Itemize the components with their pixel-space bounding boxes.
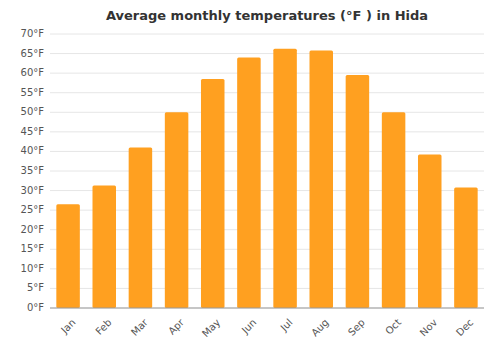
bars [56,49,477,308]
y-tick-label: 10°F [21,263,45,274]
y-tick-label: 30°F [21,185,45,196]
x-tick-label: Aug [309,317,331,339]
bar [273,49,297,308]
grid-line [50,53,484,54]
chart: Average monthly temperatures (°F ) in Hi… [0,0,500,350]
bar [382,112,406,308]
x-tick-label: Oct [383,317,403,337]
grid-line [50,92,484,93]
x-tick-label: Feb [93,317,113,337]
x-tick-label: Jun [239,317,259,337]
y-tick-label: 40°F [21,145,45,156]
x-tick-label: May [200,317,222,339]
y-tick-label: 25°F [21,204,45,215]
grid-line [50,73,484,74]
bar [454,187,478,308]
x-tick-label: Mar [129,316,151,338]
x-tick-label: Apr [166,316,187,337]
y-tick-label: 5°F [27,282,44,293]
grid-line [50,112,484,113]
x-tick-label: Dec [454,317,475,338]
page: {"chart_data": {"type": "bar", "title": … [0,0,500,350]
y-tick-label: 55°F [21,87,45,98]
bar [129,148,153,308]
grid-line [50,131,484,132]
grid [50,34,484,308]
y-tick-label: 65°F [21,48,45,59]
bar [309,50,333,308]
y-tick-label: 70°F [21,28,45,39]
y-tick-label: 0°F [27,302,44,313]
grid-line [50,308,484,309]
y-axis: 0°F 5°F 10°F 15°F 20°F 25°F 30°F 35°F 40°F 45°F 50… [21,28,45,313]
bar [201,79,225,308]
y-tick-label: 35°F [21,165,45,176]
y-tick-label: 50°F [21,106,45,117]
bar [56,204,80,308]
bar [418,155,442,308]
grid-line [50,34,484,35]
x-tick-label: Nov [418,317,440,339]
y-tick-label: 20°F [21,224,45,235]
x-tick-label: Sep [346,317,367,338]
x-axis-line [50,308,484,309]
y-tick-label: 15°F [21,243,45,254]
bar [237,57,261,308]
y-tick-label: 45°F [21,126,45,137]
y-tick-label: 60°F [21,67,45,78]
bar [165,112,189,308]
grid-line [50,151,484,152]
x-axis: Jan Feb Mar Apr May Jun Jul Aug Sep Oct Nov Dec [58,316,475,339]
x-tick-label: Jul [278,317,295,334]
title: Average monthly temperatures (°F ) in Hi… [106,8,428,23]
x-tick-label: Jan [58,317,77,336]
bar [92,185,116,308]
bar [346,75,370,308]
